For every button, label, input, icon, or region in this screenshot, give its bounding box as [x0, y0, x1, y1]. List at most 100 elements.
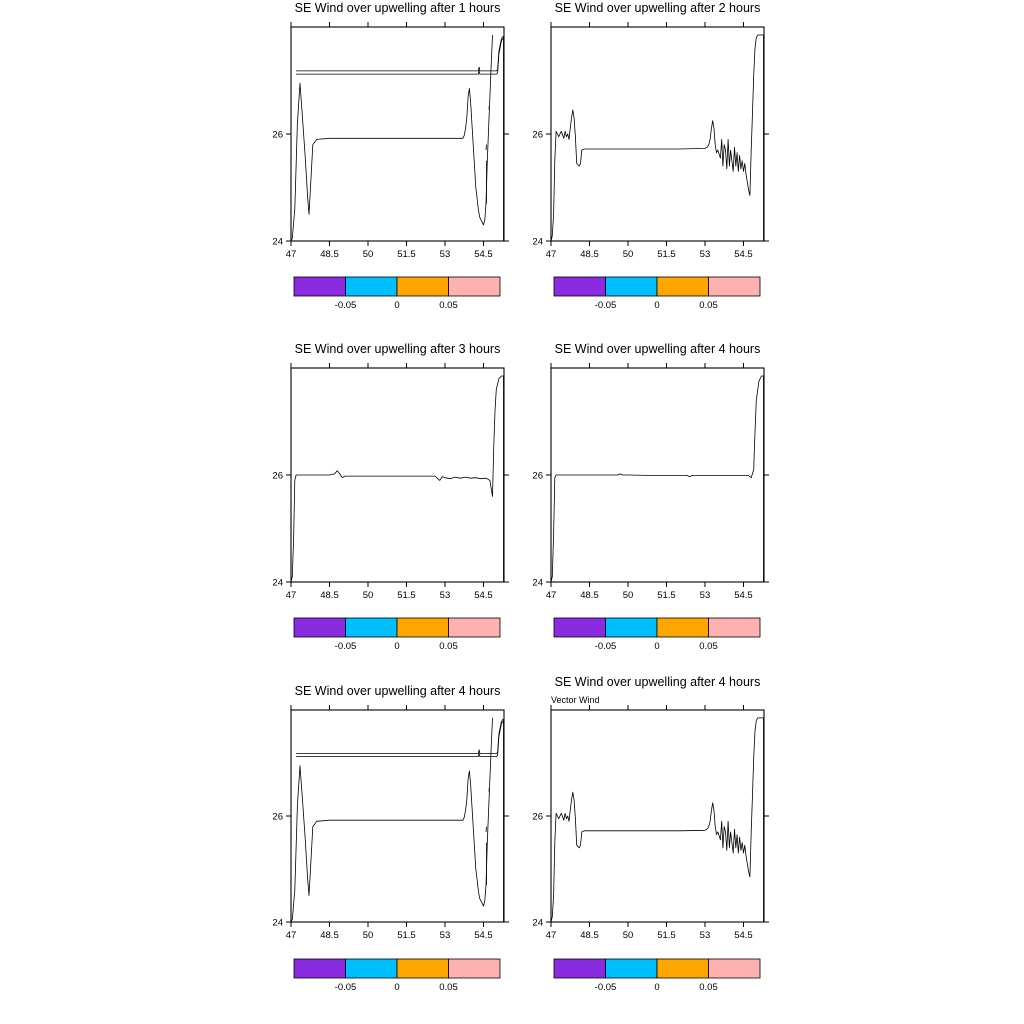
- colorbar-swatch: [708, 958, 761, 979]
- x-tick-label: 47: [546, 590, 557, 601]
- colorbar-label: -0.05: [595, 300, 617, 311]
- contour-line-5: [485, 826, 487, 832]
- y-tick-label: 26: [272, 130, 283, 141]
- colorbar-label: 0: [394, 300, 399, 311]
- colorbar-label: 0.05: [699, 982, 718, 993]
- x-tick-label: 50: [363, 930, 374, 941]
- contour-line-1: [290, 34, 493, 242]
- y-tick-label: 24: [272, 578, 283, 589]
- colorbar-swatch: [605, 276, 658, 297]
- contour-line-1: [550, 717, 764, 923]
- colorbar-swatch: [656, 276, 709, 297]
- colorbar-label: 0: [654, 641, 659, 652]
- chart-panel-3: SE Wind over upwelling after 3 hours 47 48…: [272, 342, 509, 601]
- colorbar-label: 0.05: [439, 300, 458, 311]
- colorbar-swatch: [708, 617, 761, 638]
- x-tick-label: 51.5: [397, 249, 416, 260]
- colorbar-5: -0.05 0 0.05: [293, 958, 501, 993]
- colorbar-label: 0.05: [699, 641, 718, 652]
- x-tick-label: 54.5: [734, 249, 753, 260]
- x-tick-label: 51.5: [397, 930, 416, 941]
- colorbar-swatch: [293, 617, 346, 638]
- x-tick-label: 54.5: [734, 590, 753, 601]
- chart-title: SE Wind over upwelling after 4 hours: [555, 342, 761, 356]
- contour-line-2: [296, 719, 504, 922]
- y-tick-label: 24: [272, 237, 283, 248]
- chart-title: SE Wind over upwelling after 4 hours: [295, 684, 501, 698]
- colorbar-2: -0.05 0 0.05: [553, 276, 761, 311]
- colorbar-swatch: [396, 276, 449, 297]
- colorbar-label: 0.05: [439, 982, 458, 993]
- plot-frame: [290, 709, 505, 923]
- x-tick-label: 47: [286, 930, 297, 941]
- y-tick-label: 26: [532, 471, 543, 482]
- colorbar-label: 0.05: [699, 300, 718, 311]
- x-tick-label: 53: [700, 930, 711, 941]
- y-tick-label: 26: [532, 812, 543, 823]
- x-tick-label: 48.5: [580, 249, 599, 260]
- x-tick-label: 48.5: [320, 930, 339, 941]
- colorbar-label: -0.05: [335, 641, 357, 652]
- colorbar-label: -0.05: [335, 300, 357, 311]
- y-tick-label: 24: [272, 918, 283, 929]
- colorbar-label: 0: [394, 641, 399, 652]
- colorbar-label: -0.05: [595, 982, 617, 993]
- x-tick-label: 51.5: [657, 249, 676, 260]
- x-tick-label: 53: [440, 249, 451, 260]
- colorbar-6: -0.05 0 0.05: [553, 958, 761, 993]
- x-tick-label: 53: [440, 930, 451, 941]
- plot-frame: [290, 26, 505, 242]
- x-tick-label: 51.5: [397, 590, 416, 601]
- contour-line-3: [296, 721, 504, 757]
- colorbar-label: 0: [394, 982, 399, 993]
- colorbar-label: 0.05: [439, 641, 458, 652]
- plot-frame: [550, 709, 765, 923]
- chart-title: SE Wind over upwelling after 3 hours: [295, 342, 501, 356]
- x-tick-label: 50: [623, 930, 634, 941]
- x-tick-label: 54.5: [474, 930, 493, 941]
- colorbar-swatch: [293, 958, 346, 979]
- contour-line-1: [290, 717, 493, 923]
- colorbar-swatch: [293, 276, 346, 297]
- x-tick-label: 47: [286, 590, 297, 601]
- colorbar-swatch: [345, 617, 398, 638]
- x-tick-label: 54.5: [734, 930, 753, 941]
- chart-panel-4: SE Wind over upwelling after 4 hours 47 48…: [532, 342, 769, 601]
- chart-title: SE Wind over upwelling after 1 hours: [295, 1, 501, 15]
- y-tick-label: 26: [272, 812, 283, 823]
- colorbar-swatch: [345, 276, 398, 297]
- chart-title: SE Wind over upwelling after 4 hours: [555, 675, 761, 689]
- x-tick-label: 48.5: [320, 590, 339, 601]
- x-tick-label: 51.5: [657, 930, 676, 941]
- contour-line-1: [550, 34, 764, 242]
- x-tick-label: 50: [363, 249, 374, 260]
- x-tick-label: 54.5: [474, 249, 493, 260]
- colorbar-label: 0: [654, 300, 659, 311]
- colorbar-swatch: [656, 617, 709, 638]
- chart-panel-6: SE Wind over upwelling after 4 hours Vect…: [532, 675, 769, 941]
- colorbar-swatch: [448, 276, 501, 297]
- contour-line-3: [296, 38, 504, 75]
- colorbar-swatch: [396, 958, 449, 979]
- contour-line-1: [550, 375, 764, 583]
- colorbar-3: -0.05 0 0.05: [293, 617, 501, 652]
- colorbar-swatch: [553, 958, 606, 979]
- x-tick-label: 48.5: [320, 249, 339, 260]
- x-tick-label: 48.5: [580, 590, 599, 601]
- x-tick-label: 47: [546, 930, 557, 941]
- colorbar-4: -0.05 0 0.05: [553, 617, 761, 652]
- x-tick-label: 54.5: [474, 590, 493, 601]
- colorbar-label: 0: [654, 982, 659, 993]
- x-tick-label: 50: [363, 590, 374, 601]
- y-tick-label: 24: [532, 918, 543, 929]
- y-tick-label: 24: [532, 237, 543, 248]
- x-tick-label: 50: [623, 590, 634, 601]
- contour-line-1: [290, 375, 504, 583]
- y-tick-label: 26: [532, 130, 543, 141]
- colorbar-swatch: [553, 276, 606, 297]
- colorbar-swatch: [656, 958, 709, 979]
- x-tick-label: 47: [546, 249, 557, 260]
- contour-line-2: [296, 36, 504, 241]
- colorbar-swatch: [708, 276, 761, 297]
